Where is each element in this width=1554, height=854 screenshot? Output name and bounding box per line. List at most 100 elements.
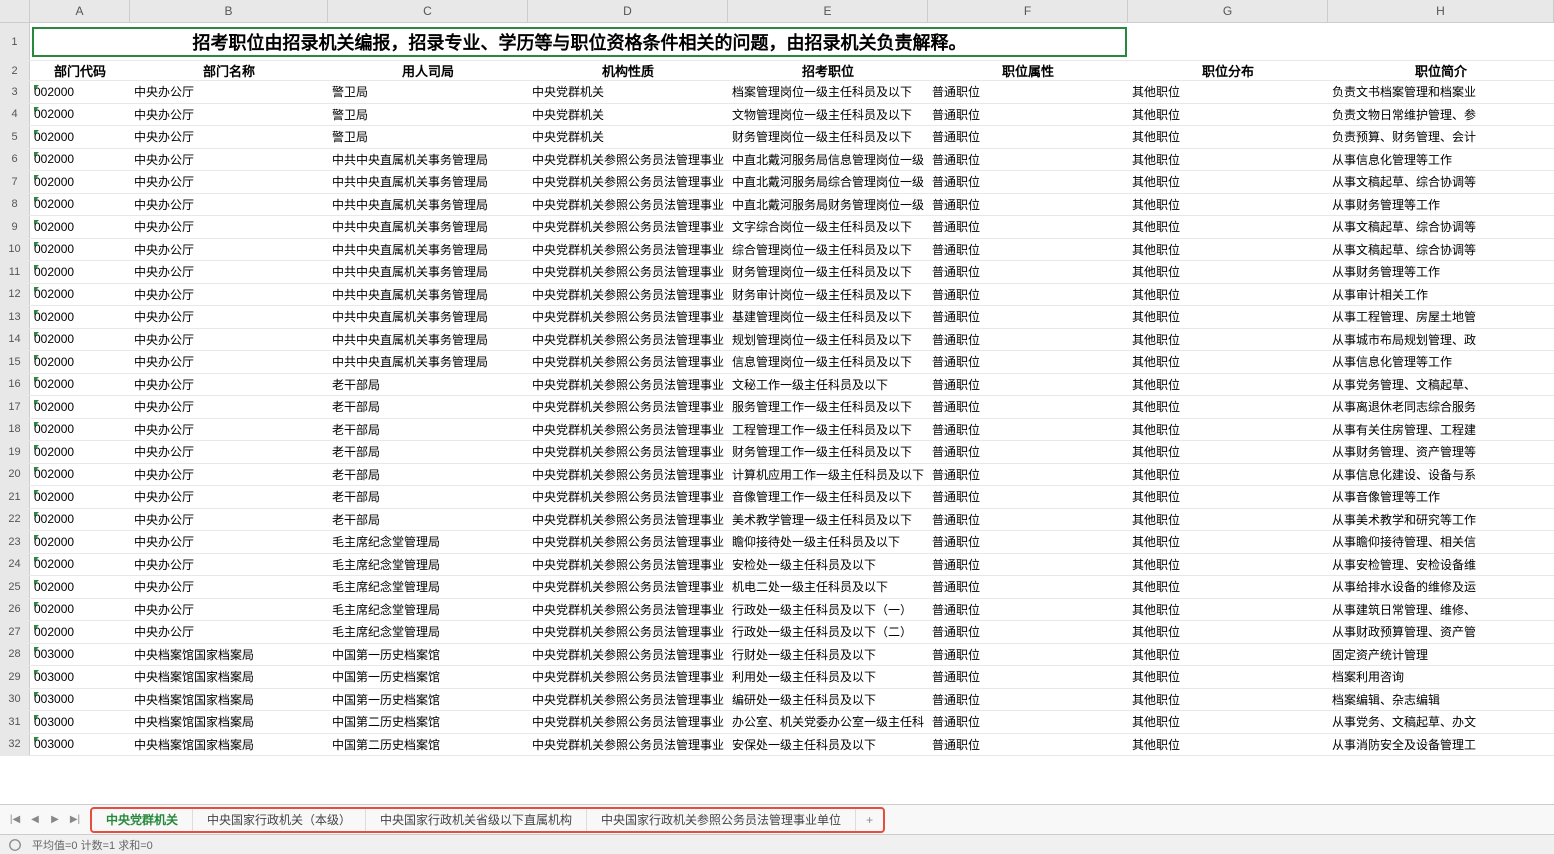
cell-r19-c0[interactable]: 002000 bbox=[30, 445, 130, 459]
cell-r8-c5[interactable]: 普通职位 bbox=[928, 196, 1128, 213]
header-cell-3[interactable]: 机构性质 bbox=[528, 61, 728, 80]
cell-r7-c1[interactable]: 中央办公厅 bbox=[130, 173, 328, 190]
cell-r6-c5[interactable]: 普通职位 bbox=[928, 151, 1128, 168]
col-header-H[interactable]: H bbox=[1328, 0, 1554, 22]
cell-r20-c0[interactable]: 002000 bbox=[30, 467, 130, 481]
row-header-6[interactable]: 6 bbox=[0, 149, 30, 171]
cell-r14-c1[interactable]: 中央办公厅 bbox=[130, 331, 328, 348]
cell-r28-c4[interactable]: 行财处一级主任科员及以下 bbox=[728, 646, 928, 663]
row-header-16[interactable]: 16 bbox=[0, 374, 30, 396]
row-header-1[interactable]: 1 bbox=[0, 23, 30, 60]
cell-r9-c1[interactable]: 中央办公厅 bbox=[130, 218, 328, 235]
col-header-F[interactable]: F bbox=[928, 0, 1128, 22]
cell-r30-c3[interactable]: 中央党群机关参照公务员法管理事业 bbox=[528, 691, 728, 708]
cell-r18-c7[interactable]: 从事有关住房管理、工程建 bbox=[1328, 421, 1554, 438]
row-header-3[interactable]: 3 bbox=[0, 81, 30, 103]
cell-r9-c6[interactable]: 其他职位 bbox=[1128, 218, 1328, 235]
cell-r29-c1[interactable]: 中央档案馆国家档案局 bbox=[130, 668, 328, 685]
col-header-E[interactable]: E bbox=[728, 0, 928, 22]
cell-r11-c5[interactable]: 普通职位 bbox=[928, 263, 1128, 280]
cell-r8-c7[interactable]: 从事财务管理等工作 bbox=[1328, 196, 1554, 213]
cell-r10-c7[interactable]: 从事文稿起草、综合协调等 bbox=[1328, 241, 1554, 258]
cell-r13-c6[interactable]: 其他职位 bbox=[1128, 308, 1328, 325]
cell-r25-c5[interactable]: 普通职位 bbox=[928, 578, 1128, 595]
cell-r17-c7[interactable]: 从事离退休老同志综合服务 bbox=[1328, 398, 1554, 415]
cell-r23-c2[interactable]: 毛主席纪念堂管理局 bbox=[328, 533, 528, 550]
row-header-32[interactable]: 32 bbox=[0, 734, 30, 756]
cell-r30-c4[interactable]: 编研处一级主任科员及以下 bbox=[728, 691, 928, 708]
cell-r26-c5[interactable]: 普通职位 bbox=[928, 601, 1128, 618]
cell-r3-c6[interactable]: 其他职位 bbox=[1128, 83, 1328, 100]
cell-r15-c6[interactable]: 其他职位 bbox=[1128, 353, 1328, 370]
row-header-23[interactable]: 23 bbox=[0, 531, 30, 553]
cell-r23-c1[interactable]: 中央办公厅 bbox=[130, 533, 328, 550]
cell-r16-c6[interactable]: 其他职位 bbox=[1128, 376, 1328, 393]
header-cell-5[interactable]: 职位属性 bbox=[928, 61, 1128, 80]
cell-r11-c0[interactable]: 002000 bbox=[30, 265, 130, 279]
header-cell-4[interactable]: 招考职位 bbox=[728, 61, 928, 80]
cell-r22-c7[interactable]: 从事美术教学和研究等工作 bbox=[1328, 511, 1554, 528]
cell-r16-c3[interactable]: 中央党群机关参照公务员法管理事业 bbox=[528, 376, 728, 393]
cell-r21-c4[interactable]: 音像管理工作一级主任科员及以下 bbox=[728, 488, 928, 505]
cell-r30-c5[interactable]: 普通职位 bbox=[928, 691, 1128, 708]
cell-r21-c1[interactable]: 中央办公厅 bbox=[130, 488, 328, 505]
cell-r27-c3[interactable]: 中央党群机关参照公务员法管理事业 bbox=[528, 623, 728, 640]
row-header-5[interactable]: 5 bbox=[0, 126, 30, 148]
row-header-31[interactable]: 31 bbox=[0, 711, 30, 733]
cell-r11-c7[interactable]: 从事财务管理等工作 bbox=[1328, 263, 1554, 280]
cell-r21-c6[interactable]: 其他职位 bbox=[1128, 488, 1328, 505]
add-sheet-button[interactable]: + bbox=[856, 813, 883, 827]
cell-r23-c6[interactable]: 其他职位 bbox=[1128, 533, 1328, 550]
cell-r16-c2[interactable]: 老干部局 bbox=[328, 376, 528, 393]
cell-r23-c7[interactable]: 从事瞻仰接待管理、相关信 bbox=[1328, 533, 1554, 550]
cell-r14-c0[interactable]: 002000 bbox=[30, 332, 130, 346]
cell-r6-c1[interactable]: 中央办公厅 bbox=[130, 151, 328, 168]
cell-r25-c7[interactable]: 从事给排水设备的维修及运 bbox=[1328, 578, 1554, 595]
row-header-10[interactable]: 10 bbox=[0, 239, 30, 261]
cell-r30-c7[interactable]: 档案编辑、杂志编辑 bbox=[1328, 691, 1554, 708]
cell-r4-c5[interactable]: 普通职位 bbox=[928, 106, 1128, 123]
cell-r18-c1[interactable]: 中央办公厅 bbox=[130, 421, 328, 438]
grid-area[interactable]: 1招考职位由招录机关编报，招录专业、学历等与职位资格条件相关的问题，由招录机关负… bbox=[0, 23, 1554, 804]
cell-r15-c1[interactable]: 中央办公厅 bbox=[130, 353, 328, 370]
cell-r26-c2[interactable]: 毛主席纪念堂管理局 bbox=[328, 601, 528, 618]
row-header-26[interactable]: 26 bbox=[0, 599, 30, 621]
cell-r5-c4[interactable]: 财务管理岗位一级主任科员及以下 bbox=[728, 128, 928, 145]
cell-r25-c6[interactable]: 其他职位 bbox=[1128, 578, 1328, 595]
row-header-15[interactable]: 15 bbox=[0, 351, 30, 373]
row-header-20[interactable]: 20 bbox=[0, 464, 30, 486]
cell-r31-c2[interactable]: 中国第二历史档案馆 bbox=[328, 713, 528, 730]
cell-r3-c3[interactable]: 中央党群机关 bbox=[528, 83, 728, 100]
cell-r20-c1[interactable]: 中央办公厅 bbox=[130, 466, 328, 483]
cell-r30-c1[interactable]: 中央档案馆国家档案局 bbox=[130, 691, 328, 708]
cell-r5-c6[interactable]: 其他职位 bbox=[1128, 128, 1328, 145]
row-header-21[interactable]: 21 bbox=[0, 486, 30, 508]
cell-r8-c1[interactable]: 中央办公厅 bbox=[130, 196, 328, 213]
cell-r14-c5[interactable]: 普通职位 bbox=[928, 331, 1128, 348]
cell-r18-c3[interactable]: 中央党群机关参照公务员法管理事业 bbox=[528, 421, 728, 438]
cell-r25-c4[interactable]: 机电二处一级主任科员及以下 bbox=[728, 578, 928, 595]
row-header-7[interactable]: 7 bbox=[0, 171, 30, 193]
cell-r8-c0[interactable]: 002000 bbox=[30, 197, 130, 211]
cell-r9-c7[interactable]: 从事文稿起草、综合协调等 bbox=[1328, 218, 1554, 235]
row-header-19[interactable]: 19 bbox=[0, 441, 30, 463]
sheet-tab-0[interactable]: 中央党群机关 bbox=[92, 809, 193, 831]
cell-r10-c2[interactable]: 中共中央直属机关事务管理局 bbox=[328, 241, 528, 258]
cell-r6-c6[interactable]: 其他职位 bbox=[1128, 151, 1328, 168]
row-header-29[interactable]: 29 bbox=[0, 666, 30, 688]
cell-r13-c0[interactable]: 002000 bbox=[30, 310, 130, 324]
cell-r7-c6[interactable]: 其他职位 bbox=[1128, 173, 1328, 190]
header-cell-7[interactable]: 职位简介 bbox=[1328, 61, 1554, 80]
cell-r17-c3[interactable]: 中央党群机关参照公务员法管理事业 bbox=[528, 398, 728, 415]
cell-r7-c2[interactable]: 中共中央直属机关事务管理局 bbox=[328, 173, 528, 190]
cell-r26-c4[interactable]: 行政处一级主任科员及以下（一） bbox=[728, 601, 928, 618]
cell-r7-c0[interactable]: 002000 bbox=[30, 175, 130, 189]
cell-r11-c6[interactable]: 其他职位 bbox=[1128, 263, 1328, 280]
cell-r5-c2[interactable]: 警卫局 bbox=[328, 128, 528, 145]
sheet-tab-2[interactable]: 中央国家行政机关省级以下直属机构 bbox=[366, 809, 587, 831]
cell-r14-c7[interactable]: 从事城市布局规划管理、政 bbox=[1328, 331, 1554, 348]
cell-r17-c5[interactable]: 普通职位 bbox=[928, 398, 1128, 415]
row-header-13[interactable]: 13 bbox=[0, 306, 30, 328]
cell-r22-c1[interactable]: 中央办公厅 bbox=[130, 511, 328, 528]
cell-r19-c1[interactable]: 中央办公厅 bbox=[130, 443, 328, 460]
